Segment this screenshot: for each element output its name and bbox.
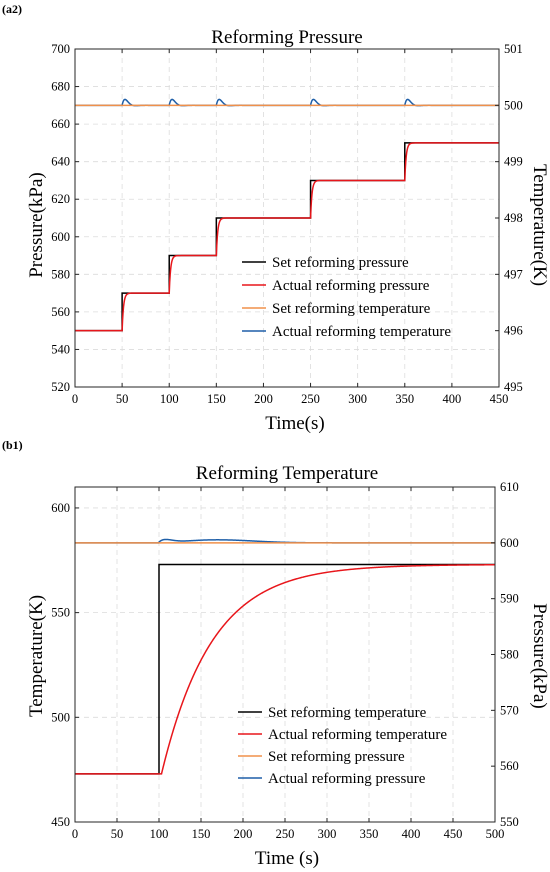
series-line-actual-reforming-pressure <box>75 142 499 332</box>
legend-entry-set-reforming-pressure: Set reforming pressure <box>272 255 409 271</box>
y-tick-label-left: 680 <box>51 80 70 94</box>
legend-entry-set-reforming-temperature: Set reforming temperature <box>272 301 431 317</box>
y-tick-label-left: 580 <box>51 267 70 281</box>
x-tick-label: 500 <box>486 827 505 841</box>
x-axis-label: Time(s) <box>265 413 324 434</box>
panel-tag: (a2) <box>2 2 22 16</box>
y-tick-label-left: 600 <box>51 230 70 244</box>
y-tick-label-right: 550 <box>500 815 519 829</box>
y-tick-label-right: 570 <box>500 703 519 717</box>
y-tick-label-left: 520 <box>51 380 70 394</box>
y-tick-label-right: 610 <box>500 480 519 494</box>
x-tick-label: 100 <box>160 392 179 406</box>
y-tick-label-right: 500 <box>504 98 523 112</box>
chart-title: Reforming Pressure <box>211 27 362 48</box>
y-tick-label-right: 495 <box>504 380 523 394</box>
legend-entry-actual-reforming-pressure: Actual reforming pressure <box>268 771 426 787</box>
y-tick-label-right: 497 <box>504 267 523 281</box>
x-tick-label: 0 <box>72 827 78 841</box>
y-axis-label-left: Temperature(K) <box>26 595 47 717</box>
y-tick-label-right: 560 <box>500 759 519 773</box>
x-tick-label: 250 <box>276 827 295 841</box>
y-tick-label-right: 580 <box>500 648 519 662</box>
x-tick-label: 450 <box>490 392 509 406</box>
x-tick-label: 0 <box>72 392 78 406</box>
x-tick-label: 100 <box>150 827 169 841</box>
y-tick-label-right: 496 <box>504 324 523 338</box>
legend-entry-actual-reforming-temperature: Actual reforming temperature <box>272 324 451 340</box>
y-tick-label-right: 600 <box>500 536 519 550</box>
chart-panel-a2: (a2) Reforming Pressure Time(s) Pressure… <box>2 2 550 434</box>
x-tick-label: 450 <box>444 827 463 841</box>
x-tick-label: 50 <box>111 827 124 841</box>
y-axis-label-left: Pressure(kPa) <box>26 172 47 278</box>
y-tick-label-left: 560 <box>51 305 70 319</box>
panel-tag: (b1) <box>2 438 23 452</box>
y-tick-label-left: 640 <box>51 155 70 169</box>
y-tick-label-left: 540 <box>51 342 70 356</box>
x-tick-label: 200 <box>254 392 273 406</box>
x-tick-label: 400 <box>443 392 462 406</box>
x-tick-label: 50 <box>116 392 129 406</box>
legend-entry-set-reforming-pressure: Set reforming pressure <box>268 749 405 765</box>
legend-entry-actual-reforming-temperature: Actual reforming temperature <box>268 727 447 743</box>
x-tick-label: 300 <box>318 827 337 841</box>
y-tick-label-right: 499 <box>504 155 523 169</box>
chart-panel-b1: (b1) Reforming Temperature Time (s) Temp… <box>0 436 550 872</box>
x-tick-label: 350 <box>360 827 379 841</box>
y-tick-label-right: 590 <box>500 592 519 606</box>
chart-b1-svg: (b1) Reforming Temperature Time (s) Temp… <box>2 438 550 869</box>
y-axis-label-right: Pressure(kPa) <box>529 603 550 709</box>
y-tick-label-left: 600 <box>51 501 70 515</box>
x-tick-label: 400 <box>402 827 421 841</box>
y-tick-label-left: 450 <box>51 815 70 829</box>
y-tick-label-left: 620 <box>51 192 70 206</box>
legend-entry-actual-reforming-pressure: Actual reforming pressure <box>272 278 430 294</box>
x-tick-label: 200 <box>234 827 253 841</box>
legend-entry-set-reforming-temperature: Set reforming temperature <box>268 705 427 721</box>
x-tick-label: 300 <box>348 392 367 406</box>
y-tick-label-left: 660 <box>51 117 70 131</box>
y-tick-label-left: 700 <box>51 42 70 56</box>
x-tick-label: 350 <box>395 392 414 406</box>
y-tick-label-left: 550 <box>51 606 70 620</box>
x-axis-label: Time (s) <box>255 848 319 869</box>
y-tick-label-right: 498 <box>504 211 523 225</box>
y-axis-label-right: Temperature(K) <box>529 164 550 286</box>
series-line-actual-reforming-temperature <box>75 564 495 775</box>
y-tick-label-left: 500 <box>51 710 70 724</box>
chart-title: Reforming Temperature <box>196 463 378 484</box>
x-tick-label: 150 <box>192 827 211 841</box>
chart-a2-svg: (a2) Reforming Pressure Time(s) Pressure… <box>2 2 550 434</box>
x-tick-label: 250 <box>301 392 320 406</box>
y-tick-label-right: 501 <box>504 42 523 56</box>
x-tick-label: 150 <box>207 392 226 406</box>
